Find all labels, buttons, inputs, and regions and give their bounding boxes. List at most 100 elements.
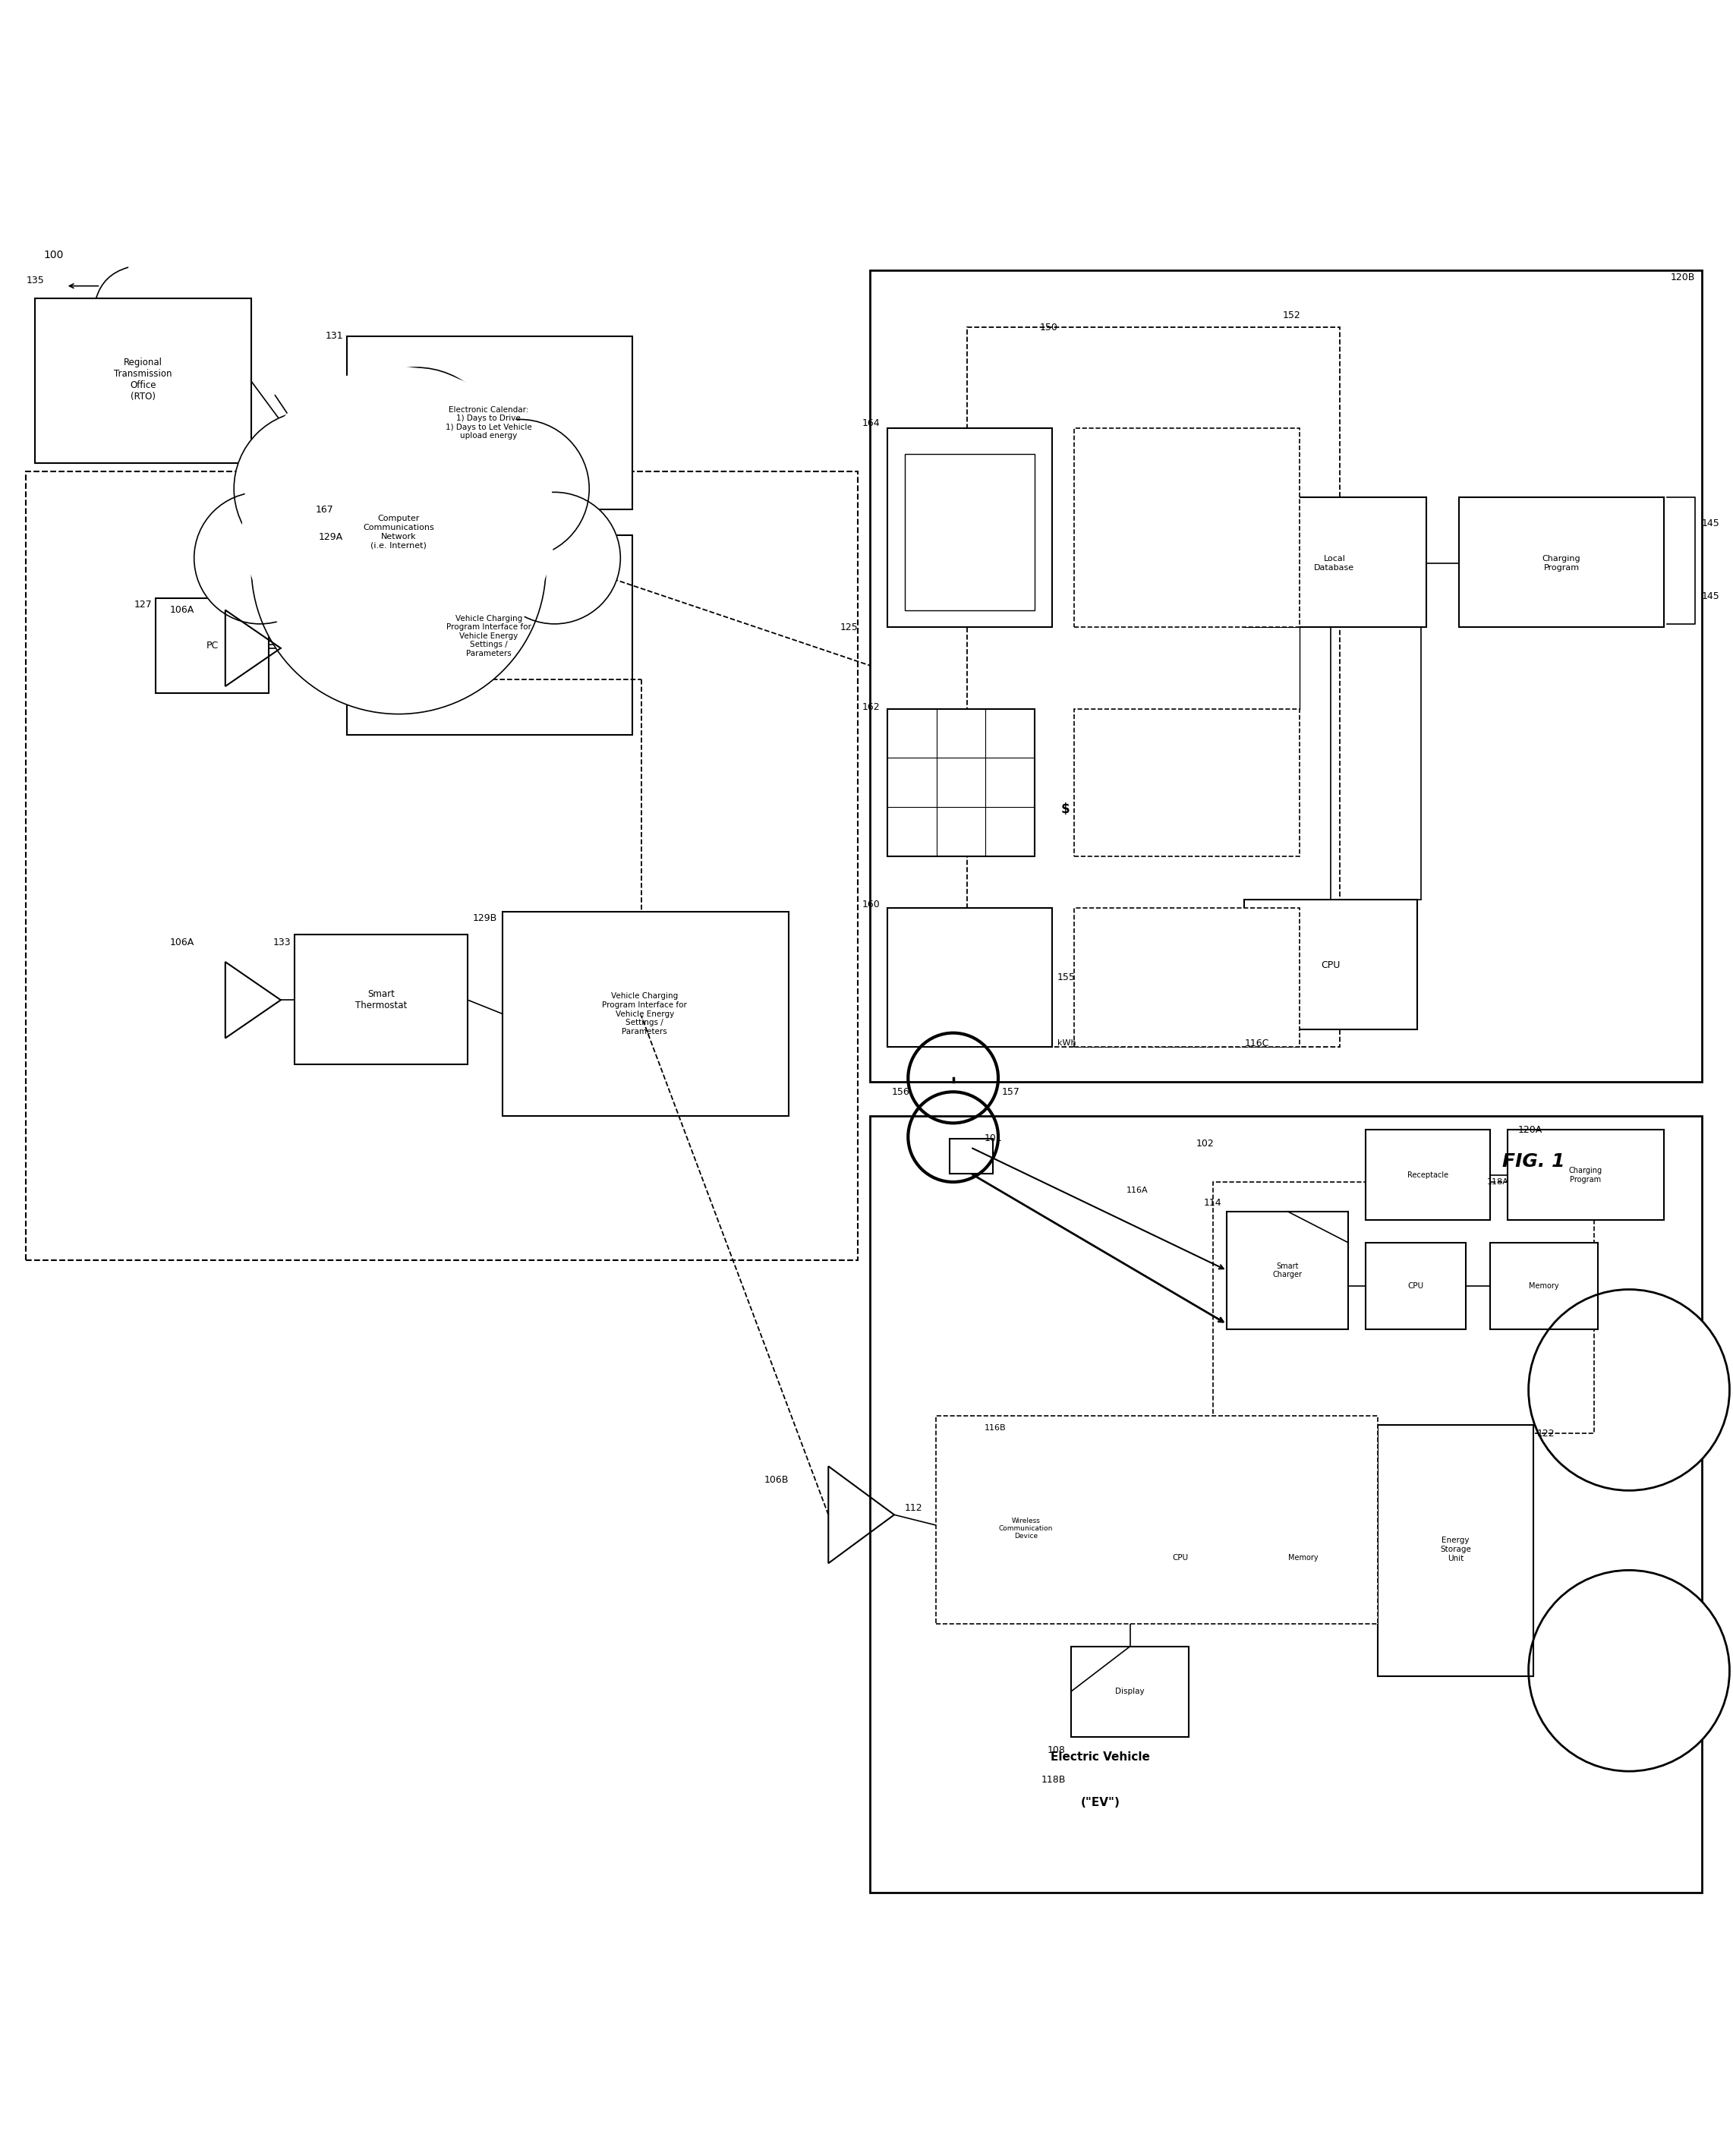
Circle shape — [251, 420, 546, 714]
Text: 160: 160 — [863, 899, 880, 910]
Text: 127: 127 — [135, 599, 153, 610]
Text: 145: 145 — [1702, 591, 1719, 602]
Text: 108: 108 — [1048, 1746, 1066, 1755]
Bar — [26, 472, 858, 1259]
Bar — [1490, 1242, 1598, 1330]
Text: Memory: Memory — [1529, 1283, 1560, 1289]
Text: 164: 164 — [863, 418, 880, 427]
Text: Charging
Program: Charging Program — [1542, 554, 1580, 571]
Text: 129A: 129A — [319, 533, 343, 541]
Text: 114: 114 — [1204, 1199, 1222, 1207]
FancyArrowPatch shape — [95, 267, 128, 298]
Circle shape — [243, 367, 555, 679]
Circle shape — [489, 492, 620, 623]
Text: Vehicle Charging
Program Interface for
Vehicle Energy
Settings /
Parameters: Vehicle Charging Program Interface for V… — [601, 992, 688, 1035]
Text: $: $ — [1061, 802, 1069, 817]
Text: 106A: 106A — [170, 938, 194, 949]
Text: PC: PC — [206, 640, 218, 651]
Text: 156: 156 — [892, 1087, 910, 1097]
Text: Computer
Communications
Network
(i.e. Internet): Computer Communications Network (i.e. In… — [362, 515, 435, 550]
Bar — [905, 455, 1035, 610]
Text: 100: 100 — [43, 250, 64, 261]
Bar — [503, 912, 789, 1117]
Bar — [1074, 709, 1300, 856]
Bar — [347, 535, 633, 735]
Bar — [950, 1451, 1102, 1606]
Circle shape — [329, 367, 503, 541]
Bar — [936, 1416, 1378, 1623]
Text: 120B: 120B — [1671, 272, 1695, 282]
Text: 125: 125 — [841, 623, 858, 632]
Text: 150: 150 — [1040, 323, 1057, 332]
Text: kWh: kWh — [1057, 1039, 1076, 1048]
Text: 116B: 116B — [984, 1425, 1007, 1432]
Text: Electronic Calendar:
1) Days to Drive
1) Days to Let Vehicle
upload energy: Electronic Calendar: 1) Days to Drive 1)… — [445, 405, 532, 440]
Bar — [1074, 908, 1300, 1048]
Text: Charging
Program: Charging Program — [1568, 1166, 1603, 1184]
Text: Smart
Thermostat: Smart Thermostat — [355, 990, 407, 1011]
Bar — [887, 908, 1052, 1048]
Bar — [1071, 1647, 1189, 1736]
Text: Display: Display — [1116, 1688, 1144, 1695]
Text: Receptacle: Receptacle — [1407, 1171, 1449, 1179]
Text: Vehicle Charging
Program Interface for
Vehicle Energy
Settings /
Parameters: Vehicle Charging Program Interface for V… — [445, 614, 532, 658]
Bar — [1508, 1130, 1664, 1220]
Text: 157: 157 — [1002, 1087, 1019, 1097]
Text: 152: 152 — [1282, 310, 1300, 321]
Text: Energy
Storage
Unit: Energy Storage Unit — [1440, 1537, 1471, 1561]
Bar — [1366, 1242, 1466, 1330]
Text: 135: 135 — [26, 276, 43, 287]
Bar — [295, 934, 468, 1065]
Bar — [1244, 899, 1418, 1028]
Text: 162: 162 — [863, 703, 880, 711]
Text: 145: 145 — [1702, 517, 1719, 528]
Bar — [1213, 1181, 1594, 1434]
Text: 116C: 116C — [1244, 1039, 1269, 1048]
Text: Smart
Charger: Smart Charger — [1272, 1261, 1303, 1279]
Circle shape — [234, 412, 390, 567]
Text: Memory: Memory — [1288, 1554, 1319, 1561]
Bar — [870, 1117, 1702, 1893]
Bar — [156, 597, 269, 694]
Bar — [1227, 1212, 1348, 1330]
Bar — [1074, 429, 1300, 627]
Text: 122: 122 — [1537, 1429, 1555, 1438]
Bar — [967, 328, 1340, 1048]
Text: 112: 112 — [905, 1503, 922, 1514]
Text: ("EV"): ("EV") — [1081, 1796, 1120, 1809]
Text: Regional
Transmission
Office
(RTO): Regional Transmission Office (RTO) — [114, 358, 172, 401]
Text: Wireless
Communication
Device: Wireless Communication Device — [998, 1518, 1054, 1539]
Text: 118B: 118B — [1042, 1774, 1066, 1785]
Text: 106A: 106A — [170, 606, 194, 614]
Text: FIG. 1: FIG. 1 — [1503, 1151, 1565, 1171]
Text: CPU: CPU — [1172, 1554, 1189, 1561]
Text: 101: 101 — [984, 1134, 1002, 1143]
Bar — [887, 429, 1052, 627]
Text: 167: 167 — [315, 505, 333, 515]
Text: 129B: 129B — [473, 914, 497, 923]
Text: CPU: CPU — [1321, 959, 1341, 970]
Circle shape — [1529, 1289, 1730, 1490]
Text: Electric Vehicle: Electric Vehicle — [1050, 1751, 1151, 1764]
Bar — [347, 336, 633, 509]
Bar — [1248, 1516, 1360, 1602]
Text: 118A: 118A — [1487, 1177, 1509, 1186]
Bar — [1459, 498, 1664, 627]
Text: 116A: 116A — [1126, 1186, 1149, 1194]
Bar — [1366, 1130, 1490, 1220]
Text: 120A: 120A — [1518, 1125, 1542, 1134]
Bar — [1130, 1516, 1230, 1602]
Text: 155: 155 — [1057, 972, 1074, 983]
Circle shape — [1529, 1570, 1730, 1772]
Bar — [1244, 498, 1426, 627]
Bar — [35, 298, 251, 464]
Circle shape — [194, 492, 326, 623]
Circle shape — [451, 420, 589, 558]
Text: 102: 102 — [1196, 1138, 1213, 1149]
Bar — [887, 709, 1035, 856]
Text: 133: 133 — [274, 938, 291, 949]
Bar — [950, 1138, 993, 1173]
Text: 131: 131 — [326, 332, 343, 341]
Text: 106B: 106B — [764, 1475, 789, 1485]
Text: Local
Database: Local Database — [1314, 554, 1355, 571]
